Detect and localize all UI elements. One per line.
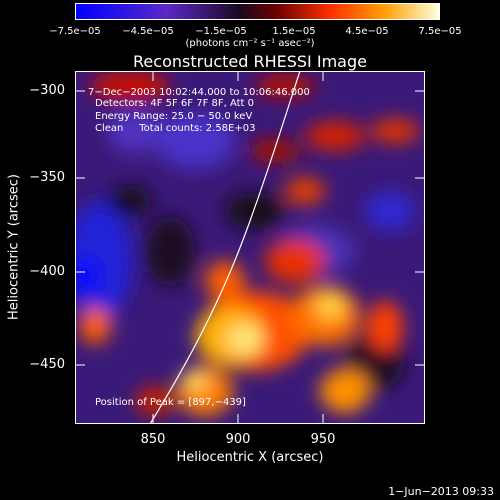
annotation-peak: Position of Peak = [897,−439] bbox=[95, 397, 246, 408]
y-axis-label: Heliocentric Y (arcsec) bbox=[6, 174, 22, 320]
plot-frame bbox=[75, 71, 425, 424]
y-tick-label: −450 bbox=[29, 357, 65, 372]
annotation-energy: Energy Range: 25.0 − 50.0 keV bbox=[95, 111, 253, 122]
x-tick-label: 900 bbox=[225, 432, 251, 447]
colorbar-tick: −4.5e−05 bbox=[122, 26, 174, 37]
colorbar-tick: 1.5e−05 bbox=[272, 26, 316, 37]
colorbar-tick: 7.5e−05 bbox=[418, 26, 462, 37]
colorbar-units: (photons cm⁻² s⁻¹ asec⁻²) bbox=[185, 38, 315, 49]
annotation-clean: Clean Total counts: 2.58E+03 bbox=[95, 123, 256, 134]
x-tick-label: 950 bbox=[310, 432, 336, 447]
footer-date: 1−Jun−2013 09:33 bbox=[388, 485, 494, 498]
heatmap-image bbox=[75, 70, 425, 425]
solar-limb-line bbox=[149, 70, 301, 425]
annotation-detectors: Detectors: 4F 5F 6F 7F 8F, Att 0 bbox=[95, 98, 255, 109]
colorbar bbox=[75, 3, 440, 20]
x-axis-label: Heliocentric X (arcsec) bbox=[176, 450, 324, 465]
x-tick-label: 850 bbox=[140, 432, 166, 447]
y-tick-label: −300 bbox=[29, 83, 65, 98]
colorbar-tick: 4.5e−05 bbox=[345, 26, 389, 37]
annotation-time: 7−Dec−2003 10:02:44.000 to 10:06:46.000 bbox=[88, 87, 310, 98]
image-plot: 7−Dec−2003 10:02:44.000 to 10:06:46.000 … bbox=[75, 70, 425, 425]
colorbar-tick: −7.5e−05 bbox=[49, 26, 101, 37]
y-tick-label: −350 bbox=[29, 170, 65, 185]
chart-title: Reconstructed RHESSI Image bbox=[133, 52, 367, 71]
colorbar-tick: −1.5e−05 bbox=[195, 26, 247, 37]
y-tick-label: −400 bbox=[29, 264, 65, 279]
